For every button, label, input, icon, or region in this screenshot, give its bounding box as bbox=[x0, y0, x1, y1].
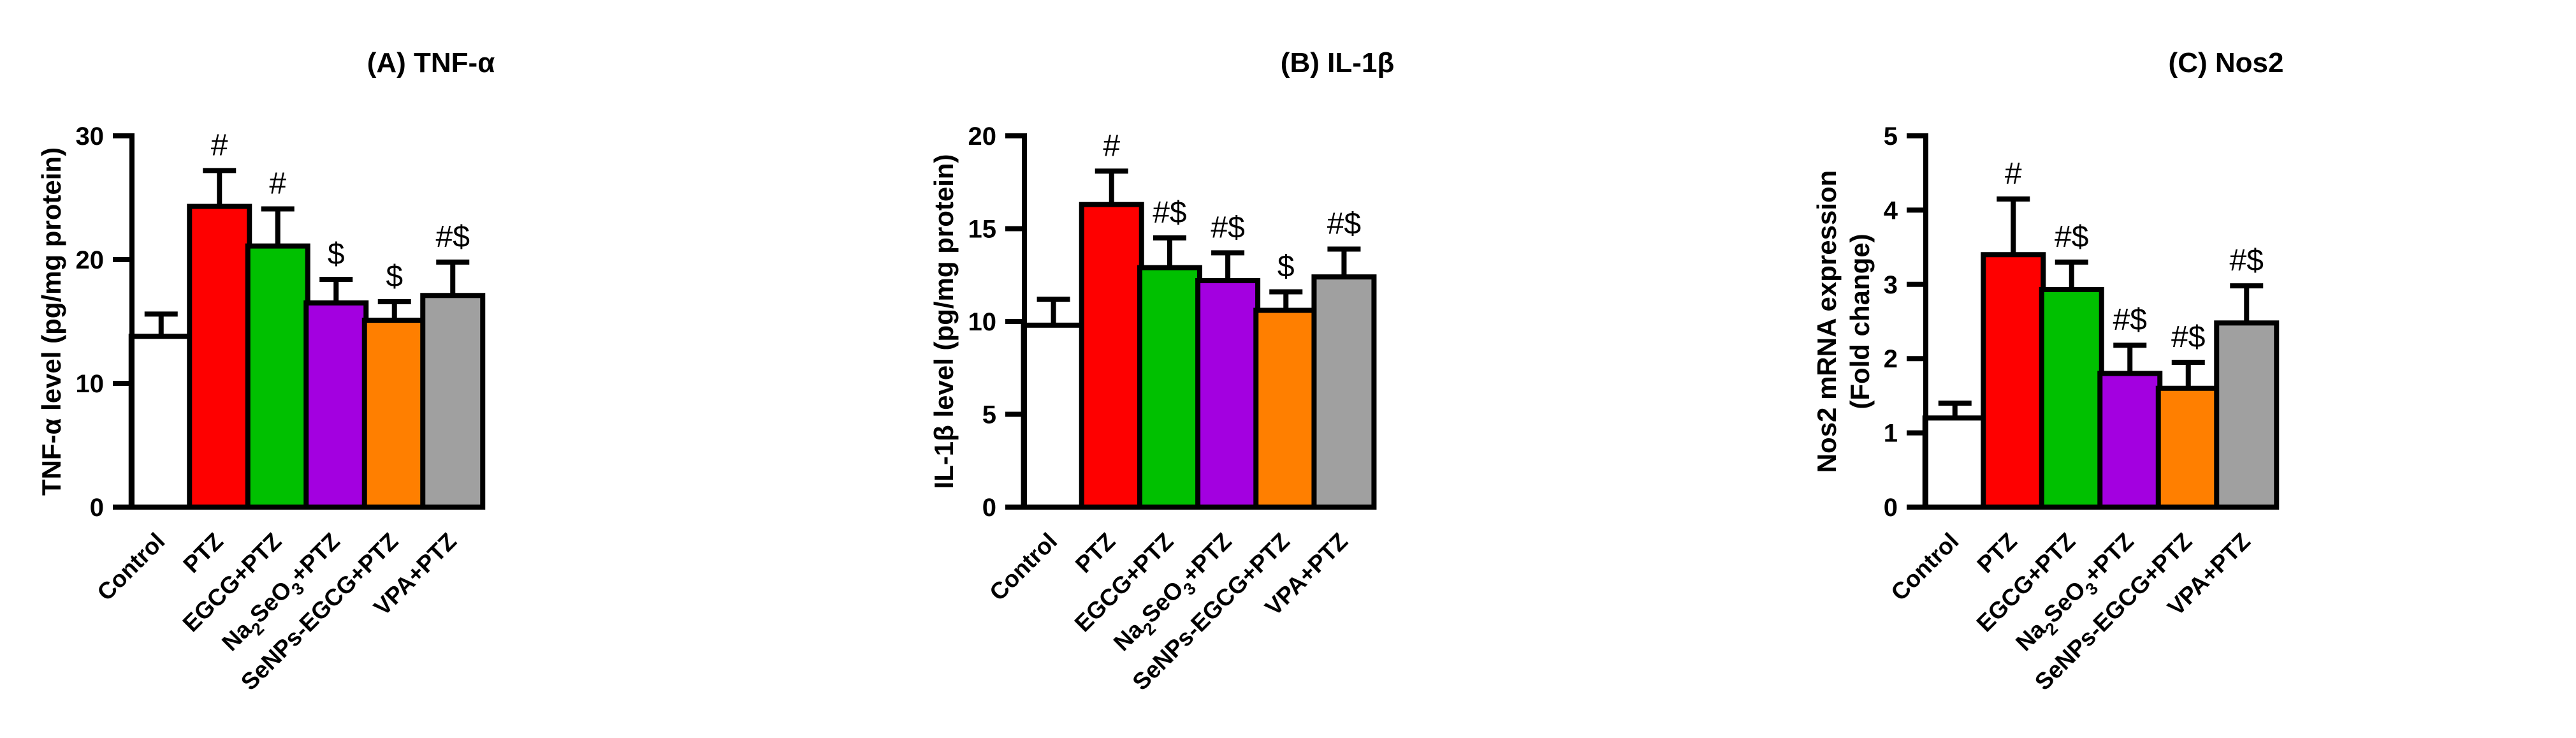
bar bbox=[1195, 277, 1261, 510]
y-axis-label-line: (Fold change) bbox=[1845, 233, 1875, 409]
significance-marker: $ bbox=[328, 237, 345, 271]
significance-marker: #$ bbox=[1153, 196, 1186, 230]
significance-marker: $ bbox=[386, 260, 403, 293]
significance-marker: #$ bbox=[2171, 320, 2205, 354]
panel-b-il-1-beta: (B) IL-1β IL-1β level (pg/mg protein) 0 5 10… bbox=[929, 47, 1394, 695]
category-label: PTZ bbox=[178, 528, 228, 578]
y-tick-label: 4 bbox=[1884, 196, 1898, 225]
panel-c-nos2: (C) Nos2 Nos2 mRNA expression (Fold change… bbox=[1812, 47, 2283, 695]
bar bbox=[2039, 286, 2104, 510]
significance-marker: # bbox=[2005, 157, 2022, 191]
significance-marker: # bbox=[1103, 129, 1120, 163]
y-tick-label: 3 bbox=[1884, 271, 1898, 299]
y-tick-label: 20 bbox=[76, 246, 105, 274]
bar bbox=[1253, 307, 1319, 510]
bar bbox=[1311, 274, 1377, 510]
category-label: PTZ bbox=[1972, 528, 2021, 578]
y-tick-label: 1 bbox=[1884, 420, 1898, 448]
y-axis-label: IL-1β level (pg/mg protein) bbox=[929, 154, 959, 489]
bar bbox=[1021, 322, 1086, 510]
bar bbox=[2155, 385, 2221, 510]
significance-marker: #$ bbox=[1211, 210, 1244, 244]
y-tick-label: 0 bbox=[982, 494, 996, 522]
y-tick-label: 0 bbox=[90, 494, 104, 522]
significance-marker: #$ bbox=[2113, 303, 2147, 337]
y-axis-label: TNF-α level (pg/mg protein) bbox=[36, 147, 66, 496]
bar bbox=[1922, 415, 1988, 510]
significance-marker: #$ bbox=[2230, 244, 2264, 277]
y-tick-label: 10 bbox=[968, 308, 997, 336]
y-tick-label: 5 bbox=[1884, 122, 1898, 151]
bar bbox=[1137, 265, 1202, 510]
category-label: PTZ bbox=[1070, 528, 1120, 578]
y-tick-label: 30 bbox=[76, 122, 105, 151]
bar bbox=[245, 243, 310, 510]
bar bbox=[128, 334, 194, 510]
significance-marker: $ bbox=[1277, 249, 1295, 283]
y-axis-label-line: Nos2 mRNA expression bbox=[1812, 170, 1842, 473]
y-tick-label: 0 bbox=[1884, 494, 1898, 522]
significance-marker: # bbox=[269, 166, 286, 200]
bar bbox=[1981, 252, 2046, 510]
significance-marker: #$ bbox=[436, 220, 470, 254]
chart-title: (B) IL-1β bbox=[1281, 47, 1394, 78]
bar bbox=[303, 300, 369, 510]
category-label: Control bbox=[92, 528, 170, 606]
bar bbox=[2214, 320, 2280, 510]
y-axis-label: Nos2 mRNA expression (Fold change) bbox=[1812, 170, 1875, 473]
significance-marker: #$ bbox=[2055, 220, 2088, 254]
y-tick-label: 20 bbox=[968, 122, 997, 151]
chart-title: (C) Nos2 bbox=[2169, 47, 2284, 78]
bar bbox=[187, 203, 252, 510]
y-tick-label: 15 bbox=[968, 216, 997, 244]
category-label: Control bbox=[984, 528, 1062, 606]
bar bbox=[1079, 202, 1144, 510]
panel-a-tnf-alpha: (A) TNF-α TNF-α level (pg/mg protein) 0 10 2… bbox=[36, 47, 495, 695]
y-tick-label: 5 bbox=[982, 401, 996, 429]
bar bbox=[2097, 371, 2163, 510]
y-tick-label: 2 bbox=[1884, 345, 1898, 373]
category-label: Control bbox=[1886, 528, 1963, 606]
significance-marker: # bbox=[211, 128, 228, 162]
chart-title: (A) TNF-α bbox=[367, 47, 495, 78]
bar bbox=[420, 293, 486, 510]
significance-marker: #$ bbox=[1327, 207, 1361, 241]
y-tick-label: 10 bbox=[76, 370, 105, 398]
bar bbox=[361, 318, 427, 510]
